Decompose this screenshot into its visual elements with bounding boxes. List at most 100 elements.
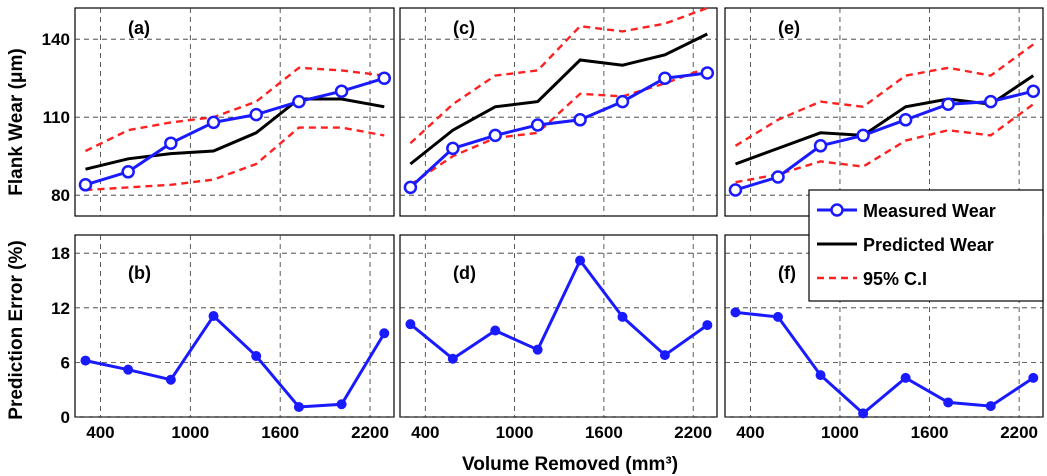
error-point-d-7	[702, 320, 713, 331]
error-point-d-0	[405, 319, 416, 330]
measured-point-a-1	[121, 165, 135, 179]
y-tick-label-80: 80	[51, 186, 70, 205]
legend-label-0: Measured Wear	[863, 201, 996, 221]
measured-point-a-5	[292, 94, 306, 109]
error-point-b-7	[379, 328, 390, 339]
measured-point-e-6	[983, 94, 998, 109]
measured-point-e-2	[813, 139, 828, 153]
error-point-d-6	[659, 350, 670, 361]
measured-point-a-0	[78, 178, 93, 192]
panel-frame-a	[74, 7, 395, 217]
x-tick-label-1000: 1000	[821, 423, 859, 442]
x-tick-label-400: 400	[86, 423, 114, 442]
error-point-f-0	[730, 307, 741, 318]
x-tick-label-2200: 2200	[1000, 423, 1038, 442]
legend-label-2: 95% C.I	[863, 269, 927, 289]
measured-point-c-5	[615, 94, 630, 109]
panel-label-a: (a)	[128, 18, 150, 38]
error-point-d-4	[575, 255, 586, 266]
ci-lower-line-c	[409, 66, 708, 186]
y-tick-label-6: 6	[61, 353, 70, 372]
ci-lower-line-a	[85, 126, 385, 192]
x-tick-label-1000: 1000	[496, 423, 534, 442]
measured-point-e-4	[898, 113, 913, 127]
x-tick-label-400: 400	[736, 423, 764, 442]
panel-label-e: (e)	[778, 18, 800, 38]
error-point-f-1	[773, 311, 783, 322]
x-tick-label-2200: 2200	[674, 423, 712, 442]
error-point-f-6	[985, 401, 996, 412]
error-line-b	[85, 313, 386, 409]
y-tick-label-110: 110	[43, 108, 70, 127]
panel-frame-d	[399, 234, 718, 418]
error-point-b-3	[208, 310, 219, 321]
error-point-d-1	[447, 353, 458, 364]
panel-label-f: (f)	[778, 263, 796, 283]
error-point-d-5	[617, 311, 628, 322]
measured-wear-line-c	[409, 71, 708, 189]
ci-upper-line-a	[84, 66, 385, 153]
panel-label-d: (d)	[453, 263, 476, 283]
measured-point-a-7	[377, 71, 392, 85]
panel-label-b: (b)	[128, 263, 151, 283]
measured-point-c-6	[658, 71, 672, 85]
error-point-b-4	[251, 351, 262, 362]
measured-point-a-6	[334, 84, 349, 98]
legend: Measured Wear Predicted Wear 95% C.I	[808, 189, 1044, 302]
legend-label-1: Predicted Wear	[863, 235, 994, 255]
legend-swatch-marker	[830, 203, 844, 217]
measured-point-a-3	[206, 115, 221, 130]
error-point-f-3	[858, 408, 869, 419]
error-line-d	[409, 257, 709, 361]
x-tick-label-1000: 1000	[171, 423, 209, 442]
measured-point-c-3	[530, 118, 545, 132]
measured-point-a-2	[164, 136, 178, 150]
panel-e: (e)	[724, 7, 1044, 217]
panel-b: (b) 0 6 12 18 400 1000 1600 2200	[51, 234, 395, 442]
predicted-wear-line-c	[409, 32, 708, 166]
measured-wear-line-a	[85, 76, 385, 187]
measured-point-e-7	[1026, 84, 1041, 98]
measured-point-a-4	[249, 107, 263, 122]
error-point-d-3	[532, 344, 543, 355]
measured-point-c-7	[700, 66, 715, 80]
y-tick-label-12: 12	[51, 299, 70, 318]
error-point-b-1	[123, 364, 134, 375]
x-tick-label-1600: 1600	[911, 423, 949, 442]
panel-a: (a) 80 110 140	[42, 7, 395, 217]
measured-point-c-1	[446, 141, 460, 156]
panel-d: (d) 400 1000 1600 2200	[399, 234, 718, 442]
y-tick-label-140: 140	[42, 30, 70, 49]
x-tick-label-2200: 2200	[351, 423, 389, 442]
error-point-f-5	[943, 397, 954, 408]
measured-point-e-1	[771, 170, 785, 184]
y-tick-label-0: 0	[61, 408, 70, 427]
error-point-f-2	[815, 370, 826, 381]
error-point-b-2	[165, 374, 176, 385]
measured-point-c-2	[488, 128, 502, 143]
measured-wear-line-e	[735, 89, 1034, 192]
panel-c: (c)	[399, 6, 718, 217]
measured-point-e-5	[941, 97, 955, 111]
error-point-f-7	[1028, 372, 1039, 383]
panel-frame-c	[399, 7, 718, 217]
x-tick-label-1600: 1600	[261, 423, 299, 442]
x-tick-label-1600: 1600	[585, 423, 623, 442]
error-point-b-5	[293, 401, 304, 412]
panel-label-c: (c)	[453, 18, 475, 38]
panel-frame-b	[74, 234, 395, 418]
measured-point-c-4	[573, 113, 587, 127]
measured-point-e-0	[728, 183, 743, 197]
error-point-d-2	[490, 325, 501, 336]
error-point-b-0	[80, 355, 91, 366]
x-axis-title: Volume Removed (mm³)	[462, 454, 678, 475]
error-point-f-4	[900, 372, 911, 383]
x-tick-label-400: 400	[411, 423, 439, 442]
measured-point-c-0	[403, 180, 418, 195]
error-line-f	[735, 310, 1035, 416]
measured-point-e-3	[856, 128, 870, 143]
ci-upper-line-c	[409, 6, 708, 145]
predicted-wear-line-a	[85, 97, 385, 171]
y-tick-label-18: 18	[51, 244, 70, 263]
